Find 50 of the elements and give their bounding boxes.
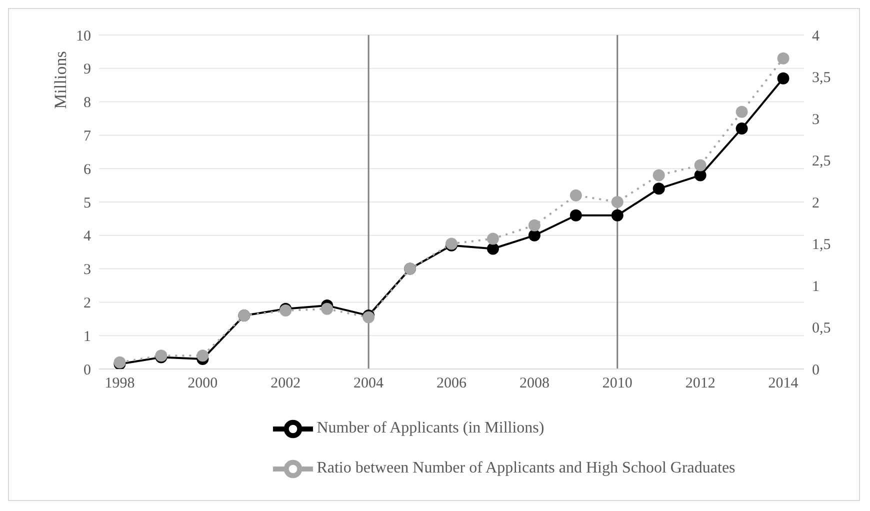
x-tick-label: 2014 xyxy=(768,376,799,392)
y-tick-label: 6 xyxy=(84,162,92,178)
y-tick-label: 7 xyxy=(84,128,92,145)
x-tick-label: 2006 xyxy=(436,376,467,392)
x-tick-label: 1998 xyxy=(104,376,135,392)
x-tick-label: 2002 xyxy=(270,376,301,392)
y2-tick-label: 0,5 xyxy=(812,320,831,337)
y-tick-label: 8 xyxy=(84,95,91,112)
point xyxy=(528,219,540,232)
y-tick-label: 1 xyxy=(84,328,91,345)
y-tick-label: 4 xyxy=(84,228,92,245)
x-tick-label: 2004 xyxy=(354,376,384,392)
x-tick-label: 2012 xyxy=(685,376,716,392)
legend-label: Ratio between Number of Applicants and High School Graduates xyxy=(316,460,736,477)
point xyxy=(196,350,209,362)
y-tick-label: 3 xyxy=(84,262,91,278)
point xyxy=(570,189,582,202)
point xyxy=(528,229,540,242)
point xyxy=(652,169,665,182)
point xyxy=(777,52,790,64)
point xyxy=(570,209,582,222)
y2-tick-label: 2 xyxy=(812,195,820,212)
y2-tick-label: 3 xyxy=(812,112,820,128)
y2-tick-label: 1,5 xyxy=(812,237,831,254)
point xyxy=(611,196,624,208)
point xyxy=(652,182,665,195)
point xyxy=(321,302,334,315)
x-tick-label: 2000 xyxy=(188,376,218,392)
y-tick-label: 0 xyxy=(84,362,91,378)
x-tick-label: 2008 xyxy=(519,376,550,392)
y2-tick-label: 2,5 xyxy=(812,154,831,170)
point xyxy=(486,242,499,255)
y-tick-label: 9 xyxy=(84,62,91,78)
y2-tick-label: 3,5 xyxy=(812,70,831,86)
y-axis-title: Millions xyxy=(51,51,70,109)
point xyxy=(694,159,706,172)
y2-tick-label: 4 xyxy=(812,28,820,44)
point xyxy=(611,209,624,222)
legend-label: Number of Applicants (in Millions) xyxy=(316,420,544,437)
y-tick-label: 5 xyxy=(84,195,91,212)
y2-tick-label: 0 xyxy=(812,362,820,378)
point xyxy=(486,232,499,245)
point xyxy=(694,169,706,182)
point xyxy=(736,122,748,135)
y-tick-label: 10 xyxy=(76,28,91,44)
x-tick-label: 2010 xyxy=(602,376,632,392)
point xyxy=(736,106,748,118)
point xyxy=(777,72,790,84)
y-tick-label: 2 xyxy=(84,296,91,312)
y2-tick-label: 1 xyxy=(812,278,820,295)
